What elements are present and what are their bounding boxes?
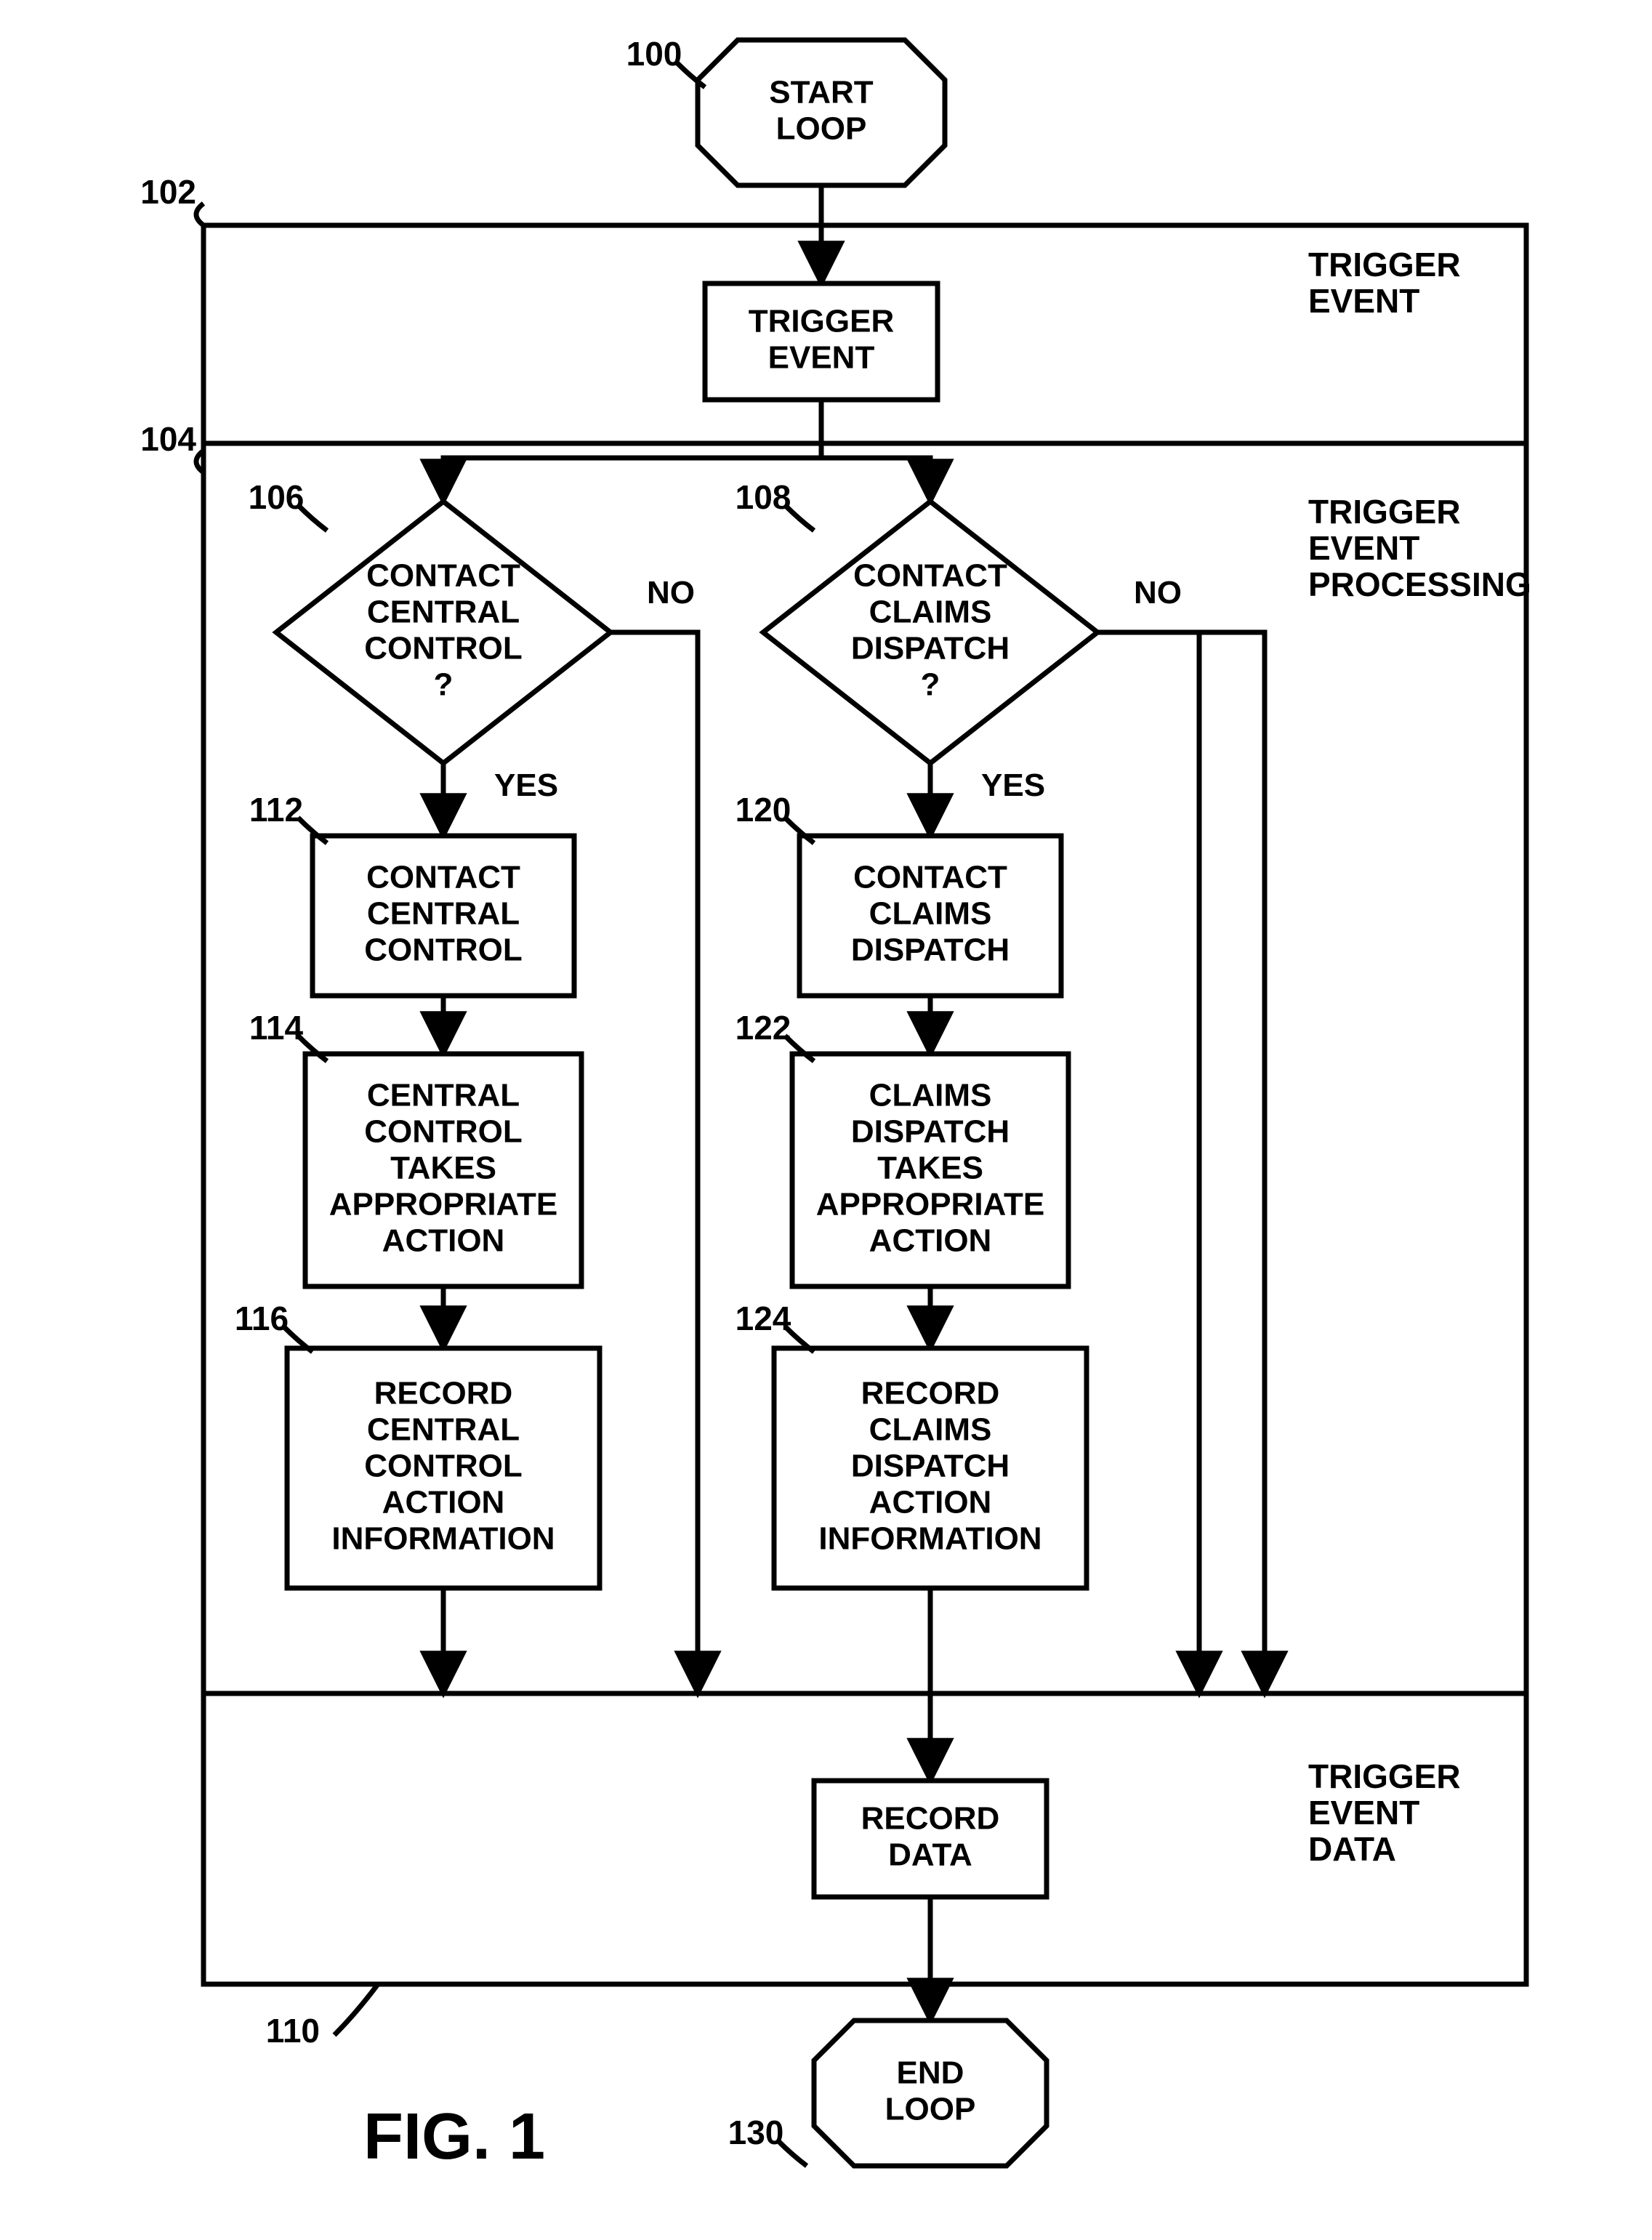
edge (611, 632, 698, 1693)
ref-label: 122 (736, 1009, 791, 1047)
node-text: CENTRAL (367, 896, 520, 932)
node-text: ACTION (869, 1485, 992, 1520)
node-text: CONTACT (366, 558, 520, 594)
section-label: DATA (1308, 1830, 1396, 1868)
yes-label: YES (981, 768, 1045, 803)
node-trigger: TRIGGEREVENT (705, 283, 938, 400)
node-text: LOOP (885, 2092, 976, 2127)
node-text: EVENT (768, 340, 875, 376)
ref-label: 120 (736, 791, 791, 829)
node-text: RECORD (861, 1801, 1000, 1837)
section-label: EVENT (1308, 282, 1419, 320)
node-b120: CONTACTCLAIMSDISPATCH 120 (736, 791, 1061, 996)
node-text: TAKES (877, 1151, 983, 1186)
ref-label: 116 (235, 1300, 289, 1337)
section-label: TRIGGER (1308, 246, 1461, 283)
figure-label: FIG. 1 (363, 2100, 545, 2173)
node-text: ACTION (382, 1485, 505, 1520)
node-text: ACTION (382, 1223, 505, 1259)
node-text: RECORD (861, 1376, 1000, 1411)
node-text: TAKES (390, 1151, 496, 1186)
node-text: CLAIMS (869, 1078, 992, 1113)
node-text: CLAIMS (869, 595, 992, 630)
ref-label: 108 (736, 478, 791, 516)
no-label: NO (647, 575, 695, 611)
node-text: CONTACT (366, 860, 520, 895)
node-text: DISPATCH (851, 932, 1010, 968)
edge (1097, 632, 1265, 1693)
node-end: ENDLOOP 130 (728, 2021, 1047, 2166)
section-label: EVENT (1308, 1794, 1419, 1832)
ref-label: 106 (249, 478, 305, 516)
node-text: APPROPRIATE (816, 1187, 1045, 1222)
node-text: CENTRAL (367, 1412, 520, 1448)
ref-label: 110 (266, 2012, 320, 2050)
node-b124: RECORDCLAIMSDISPATCHACTIONINFORMATION 124 (736, 1300, 1087, 1588)
node-text: DISPATCH (851, 1114, 1010, 1150)
node-b116: RECORDCENTRALCONTROLACTIONINFORMATION 116 (235, 1300, 600, 1588)
ref-label: 112 (249, 791, 303, 829)
node-text: TRIGGER (749, 304, 894, 339)
node-text: CONTROL (364, 631, 523, 666)
ref-label: 114 (249, 1009, 304, 1047)
node-text: END (897, 2055, 964, 2091)
node-text: ACTION (869, 1223, 992, 1259)
node-text: DISPATCH (851, 1449, 1010, 1484)
ref-label: 104 (140, 420, 196, 458)
node-b122: CLAIMSDISPATCHTAKESAPPROPRIATEACTION 122 (736, 1009, 1068, 1286)
node-text: START (769, 75, 874, 110)
section-label: EVENT (1308, 529, 1419, 567)
node-text: CONTACT (853, 558, 1007, 594)
node-text: CONTACT (853, 860, 1007, 895)
ref-label: 100 (626, 35, 682, 73)
ref-label: 130 (728, 2114, 784, 2151)
section-label: TRIGGER (1308, 493, 1461, 531)
node-text: ? (434, 667, 454, 703)
node-text: CLAIMS (869, 896, 992, 932)
flowchart-diagram: TRIGGEREVENTTRIGGEREVENTPROCESSINGTRIGGE… (0, 0, 1652, 2240)
node-d108: CONTACTCLAIMSDISPATCH? 108 YES NO (736, 478, 1182, 803)
node-text: INFORMATION (331, 1521, 555, 1557)
node-record: RECORDDATA (814, 1781, 1047, 1897)
node-text: CENTRAL (367, 595, 520, 630)
ref-label: 124 (736, 1300, 791, 1337)
node-b112: CONTACTCENTRALCONTROL 112 (249, 791, 574, 996)
node-text: DATA (888, 1837, 972, 1873)
edge (1097, 632, 1199, 1693)
node-text: APPROPRIATE (329, 1187, 558, 1222)
node-b114: CENTRALCONTROLTAKESAPPROPRIATEACTION 114 (249, 1009, 581, 1286)
node-text: INFORMATION (818, 1521, 1041, 1557)
node-d106: CONTACTCENTRALCONTROL? 106 YES NO (249, 478, 695, 803)
node-text: CONTROL (364, 1114, 523, 1150)
yes-label: YES (494, 768, 558, 803)
node-text: RECORD (374, 1376, 513, 1411)
node-text: ? (921, 667, 940, 703)
section-label: PROCESSING (1308, 565, 1531, 603)
node-text: CENTRAL (367, 1078, 520, 1113)
node-text: LOOP (776, 111, 867, 147)
node-text: CONTROL (364, 932, 523, 968)
node-text: DISPATCH (851, 631, 1010, 666)
edge (821, 400, 930, 501)
node-text: CLAIMS (869, 1412, 992, 1448)
ref-label: 102 (140, 173, 196, 211)
node-text: CONTROL (364, 1449, 523, 1484)
section-label: TRIGGER (1308, 1757, 1461, 1795)
no-label: NO (1134, 575, 1182, 611)
node-start: STARTLOOP 100 (626, 35, 945, 185)
